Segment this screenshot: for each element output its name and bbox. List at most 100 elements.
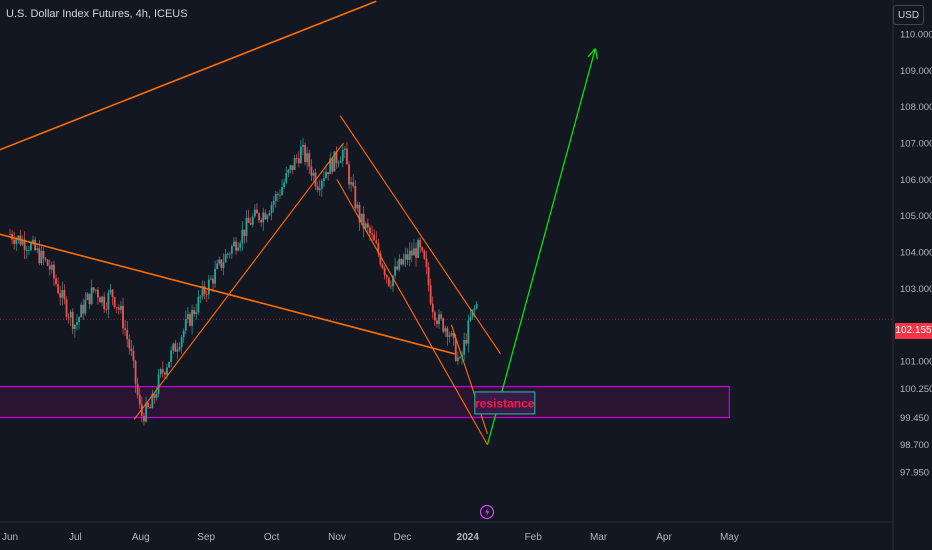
candle-body <box>61 290 64 298</box>
x-tick-label: Sep <box>197 532 215 543</box>
candle-body <box>38 248 41 264</box>
candle-body <box>410 250 413 256</box>
candle-body <box>285 173 288 183</box>
candle-body <box>304 145 306 163</box>
candle-body <box>339 160 342 163</box>
candle-body <box>212 278 214 284</box>
candle-body <box>337 162 340 164</box>
candle-body <box>53 264 55 279</box>
y-tick-label: 107.000 <box>900 139 932 150</box>
candle-body <box>48 265 51 270</box>
candle-body <box>456 357 459 361</box>
candle-body <box>276 194 279 195</box>
candle-body <box>228 253 231 255</box>
last-price-badge: 102.155 <box>895 323 932 339</box>
candle-body <box>421 247 424 251</box>
candle-body <box>442 318 445 332</box>
candle-body <box>15 239 18 244</box>
candle-body <box>216 263 219 269</box>
trendline[interactable] <box>339 115 501 355</box>
candle-body <box>113 297 116 307</box>
candle-body <box>50 264 53 270</box>
candle-body <box>295 158 298 159</box>
candle-body <box>402 259 405 265</box>
candle-body <box>350 182 353 185</box>
candle-body <box>473 308 476 310</box>
candle-body <box>331 158 334 172</box>
candle-body <box>348 164 350 185</box>
candle-body <box>316 186 319 191</box>
candle-body <box>283 182 286 188</box>
candle-body <box>297 158 300 164</box>
trendline[interactable] <box>133 142 344 420</box>
candle-body <box>172 343 175 351</box>
candle-body <box>210 278 212 280</box>
candle-body <box>220 259 223 268</box>
candle-body <box>59 293 62 298</box>
candle-body <box>358 204 361 223</box>
candle-body <box>392 275 394 287</box>
candle-body <box>467 320 470 344</box>
candle-body <box>264 212 267 220</box>
candle-body <box>159 369 162 375</box>
candle-body <box>335 151 338 164</box>
candle-body <box>237 247 240 251</box>
candle-body <box>176 349 179 352</box>
projection-arrow[interactable] <box>486 48 596 445</box>
candle-body <box>291 165 294 170</box>
candle-body <box>27 250 30 251</box>
candle-body <box>40 250 43 264</box>
trendline[interactable] <box>450 324 488 435</box>
candle-body <box>132 351 135 361</box>
candle-body <box>180 337 183 348</box>
resistance-zone[interactable] <box>0 385 731 419</box>
y-tick-label: 100.250 <box>900 384 932 395</box>
candle-body <box>241 229 244 244</box>
candle-body <box>128 339 131 349</box>
candle-body <box>247 218 250 223</box>
candle-body <box>71 311 74 329</box>
candle-body <box>306 153 309 163</box>
candle-body <box>274 194 277 201</box>
candle-body <box>103 296 106 310</box>
candle-body <box>281 187 283 195</box>
candle-body <box>471 309 474 317</box>
candle-body <box>218 259 221 264</box>
candle-body <box>151 394 154 409</box>
trendline[interactable] <box>0 227 455 355</box>
candle-body <box>341 150 344 161</box>
candle-body <box>182 330 185 338</box>
candles <box>9 137 478 426</box>
candle-body <box>157 374 160 394</box>
candle-body <box>270 204 273 213</box>
candle-body <box>101 296 103 303</box>
candle-body <box>226 253 229 255</box>
trendline[interactable] <box>336 179 488 446</box>
candle-body <box>9 233 11 235</box>
candle-body <box>42 250 45 259</box>
x-tick-label: Aug <box>132 532 150 543</box>
lightning-icon[interactable] <box>479 504 495 520</box>
candle-body <box>191 310 193 326</box>
candle-body <box>32 239 34 244</box>
candle-body <box>366 223 369 228</box>
candle-body <box>136 383 139 395</box>
candle-body <box>293 158 296 170</box>
candle-body <box>440 314 443 319</box>
trendline[interactable] <box>0 0 377 161</box>
y-tick-label: 101.000 <box>900 357 932 368</box>
currency-button[interactable]: USD <box>893 5 924 25</box>
candle-body <box>352 182 355 187</box>
candle-body <box>415 248 417 258</box>
candle-body <box>94 289 97 291</box>
candle-body <box>253 209 256 217</box>
y-tick-label: 97.950 <box>900 468 929 479</box>
candle-body <box>170 350 173 362</box>
candle-body <box>446 328 449 337</box>
candle-body <box>130 348 133 352</box>
candle-body <box>69 311 72 318</box>
resistance-label-box[interactable] <box>474 391 536 415</box>
projection-arrow-head <box>594 48 598 60</box>
candle-body <box>364 223 367 229</box>
